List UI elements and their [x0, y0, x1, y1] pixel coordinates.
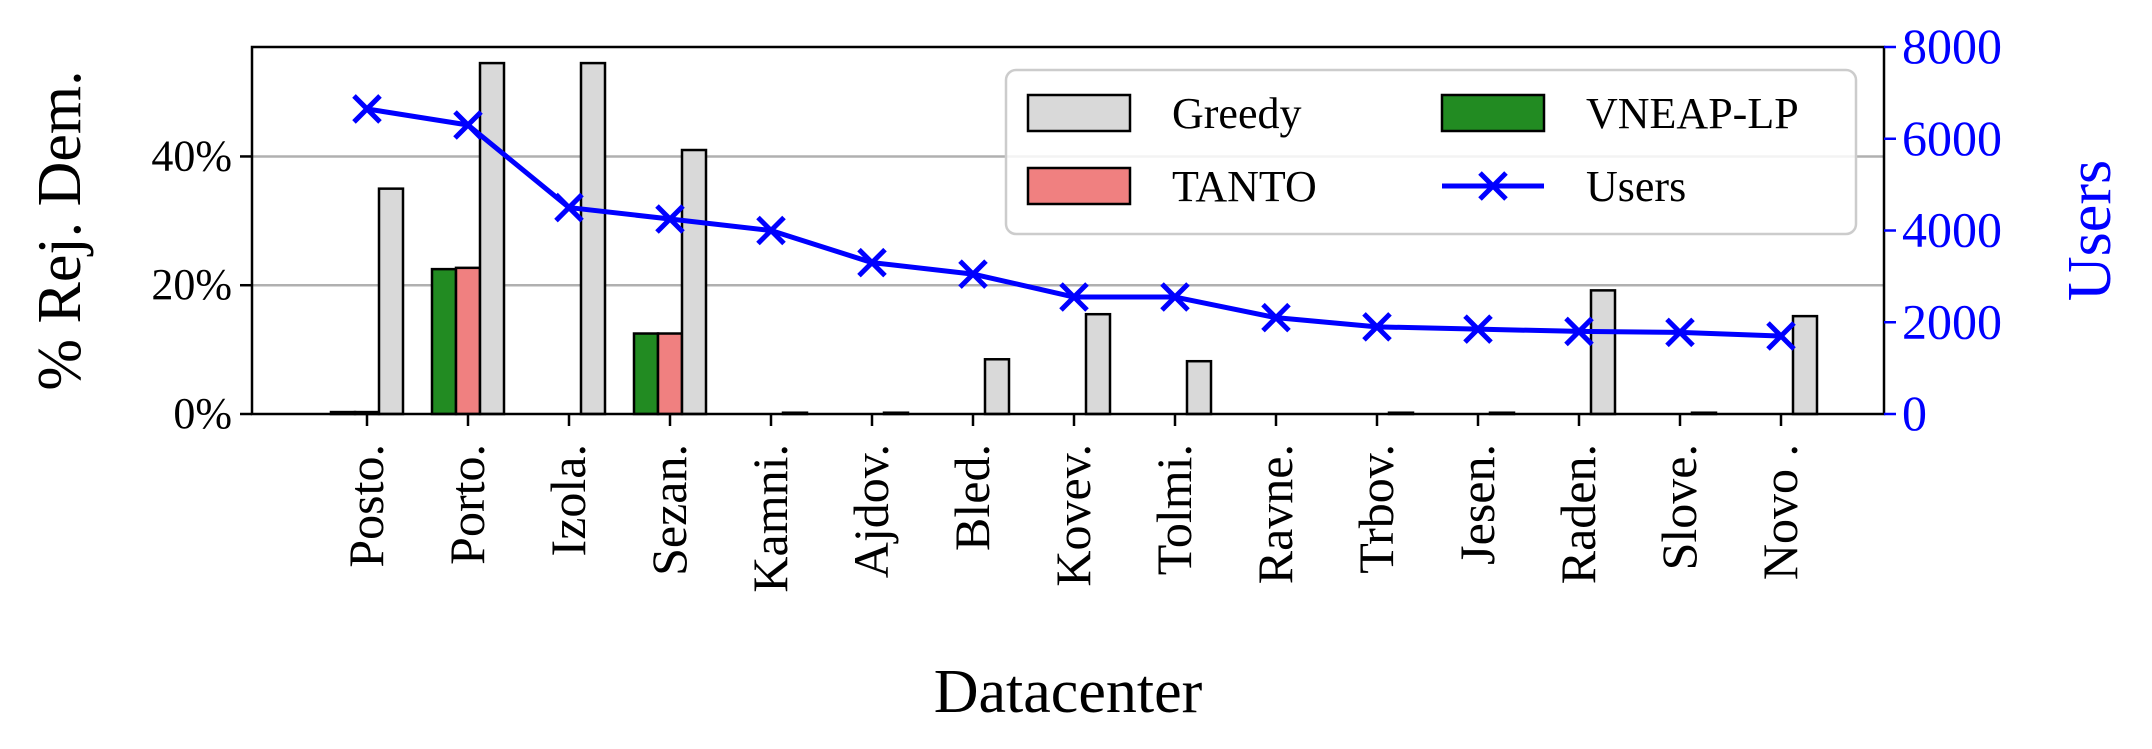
legend-label-tanto: TANTO: [1172, 162, 1317, 211]
y-tick-label: 0%: [173, 389, 232, 438]
left-axis-ticks: 0% 20% 40%: [151, 131, 252, 438]
users-point-marker: [1463, 314, 1493, 344]
users-point-marker: [756, 215, 786, 246]
users-point-marker: [1160, 282, 1190, 312]
legend-swatch-greedy: [1026, 93, 1132, 133]
users-point-marker: [352, 94, 382, 124]
y2-axis-label: Users: [2056, 160, 2124, 301]
y2-tick-label: 8000: [1902, 18, 2002, 74]
x-tick-label: Ajdov.: [843, 444, 899, 578]
bar-vneap-lp: [430, 267, 458, 416]
bar-greedy: [1084, 312, 1112, 416]
legend-swatch-tanto: [1026, 166, 1132, 206]
y-tick-label: 20%: [151, 260, 232, 309]
y2-tick-label: 4000: [1902, 202, 2002, 258]
x-tick-label: Izola.: [540, 444, 596, 556]
x-tick-label: Kamni.: [742, 444, 798, 593]
legend: Greedy VNEAP-LP TANTO Users: [1004, 68, 1858, 236]
legend-label-greedy: Greedy: [1172, 89, 1302, 138]
bar-greedy: [1791, 314, 1819, 416]
x-tick-label: Slove.: [1651, 444, 1707, 570]
bar-greedy: [983, 358, 1011, 416]
users-point-marker: [1564, 316, 1594, 347]
x-tick-label: Kovev.: [1045, 444, 1101, 587]
users-point-marker: [1362, 312, 1392, 342]
bar-greedy: [579, 61, 607, 416]
bar-greedy: [1185, 359, 1213, 416]
bar-vneap-lp: [632, 332, 660, 416]
y-tick-label: 40%: [151, 131, 232, 180]
y2-tick-label: 2000: [1902, 293, 2002, 349]
bar-tanto: [454, 266, 482, 416]
bar-tanto: [656, 332, 684, 416]
x-axis-label: Datacenter: [934, 658, 1203, 726]
legend-marker-users: [1478, 171, 1508, 201]
x-tick-label: Bled.: [944, 444, 1000, 551]
users-point-marker: [958, 259, 988, 289]
legend-swatch-vneap-lp: [1440, 93, 1546, 133]
right-axis-ticks: 0 2000 4000 6000 8000: [1884, 18, 2002, 441]
users-point-marker: [1059, 282, 1089, 312]
legend-label-vneap-lp: VNEAP-LP: [1586, 89, 1799, 138]
x-tick-label: Ravne.: [1247, 444, 1303, 584]
x-tick-label: Novo .: [1752, 444, 1808, 580]
bar-greedy: [680, 148, 708, 416]
y2-tick-label: 6000: [1902, 110, 2002, 166]
legend-label-users: Users: [1586, 162, 1686, 211]
bar-greedy: [478, 61, 506, 416]
users-point-marker: [554, 192, 584, 223]
y2-tick-label: 0: [1902, 385, 1927, 441]
legend-box: [1004, 68, 1858, 236]
x-tick-label: Posto.: [338, 444, 394, 568]
x-tick-label: Sezan.: [641, 444, 697, 576]
y-axis-label: % Rej. Dem.: [26, 70, 94, 390]
x-tick-label: Porto.: [439, 444, 495, 565]
bar-greedy: [1589, 289, 1617, 416]
users-point-marker: [655, 204, 685, 234]
users-point-marker: [1665, 317, 1695, 348]
users-point-marker: [1261, 302, 1291, 333]
users-line: [352, 94, 1796, 351]
x-tick-label: Trbov.: [1348, 444, 1404, 574]
x-tick-label: Raden.: [1550, 444, 1606, 584]
users-point-marker: [453, 110, 483, 140]
bar-greedy: [377, 187, 405, 416]
x-tick-label: Tolmi.: [1146, 444, 1202, 575]
users-point-marker: [857, 247, 887, 278]
users-point-marker: [1766, 321, 1796, 351]
x-tick-label: Jesen.: [1449, 444, 1505, 565]
x-axis-ticks: Posto. Porto. Izola. Sezan. Kamni. Ajdov. Bled…: [338, 414, 1808, 593]
